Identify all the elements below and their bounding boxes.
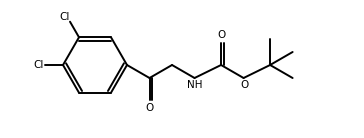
Text: Cl: Cl <box>60 12 70 22</box>
Text: NH: NH <box>187 80 202 90</box>
Text: O: O <box>145 103 154 113</box>
Text: O: O <box>217 30 225 40</box>
Text: Cl: Cl <box>33 60 44 70</box>
Text: O: O <box>241 80 249 90</box>
